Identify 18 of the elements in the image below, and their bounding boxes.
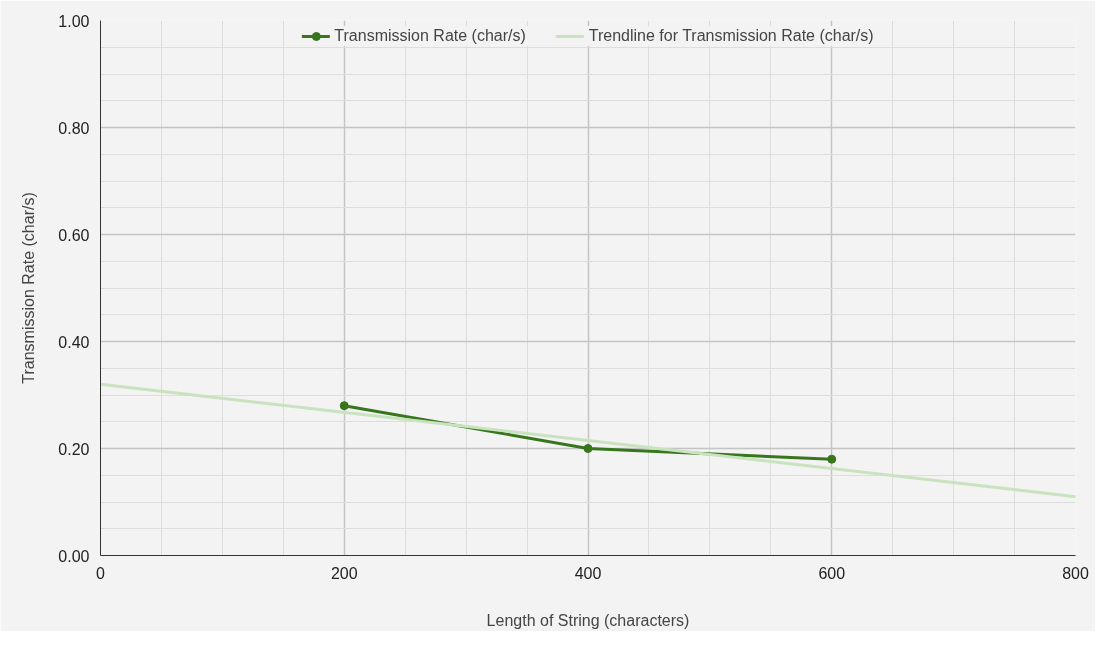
- point: [583, 444, 593, 453]
- y-tick-label: 0.40: [58, 333, 90, 351]
- x-tick-label: 0: [96, 564, 106, 582]
- point: [339, 401, 349, 411]
- y-tick-label: 0.00: [58, 547, 90, 565]
- y-axis-title: Transmission Rate (char/s): [20, 192, 38, 384]
- legend-label: Trendline for Transmission Rate (char/s): [588, 27, 874, 45]
- x-tick-label: 400: [574, 564, 602, 582]
- legend-label: Transmission Rate (char/s): [334, 27, 526, 45]
- x-tick-label: 800: [1062, 564, 1089, 582]
- y-tick-label: 1.00: [58, 12, 90, 30]
- x-tick-label: 600: [818, 564, 846, 582]
- y-tick-label: 0.60: [58, 226, 90, 244]
- y-tick-label: 0.80: [58, 119, 90, 137]
- x-tick-label: 200: [330, 564, 358, 582]
- y-tick-label: 0.20: [58, 440, 90, 458]
- x-axis-title: Length of String (characters): [486, 611, 690, 629]
- point: [827, 454, 837, 464]
